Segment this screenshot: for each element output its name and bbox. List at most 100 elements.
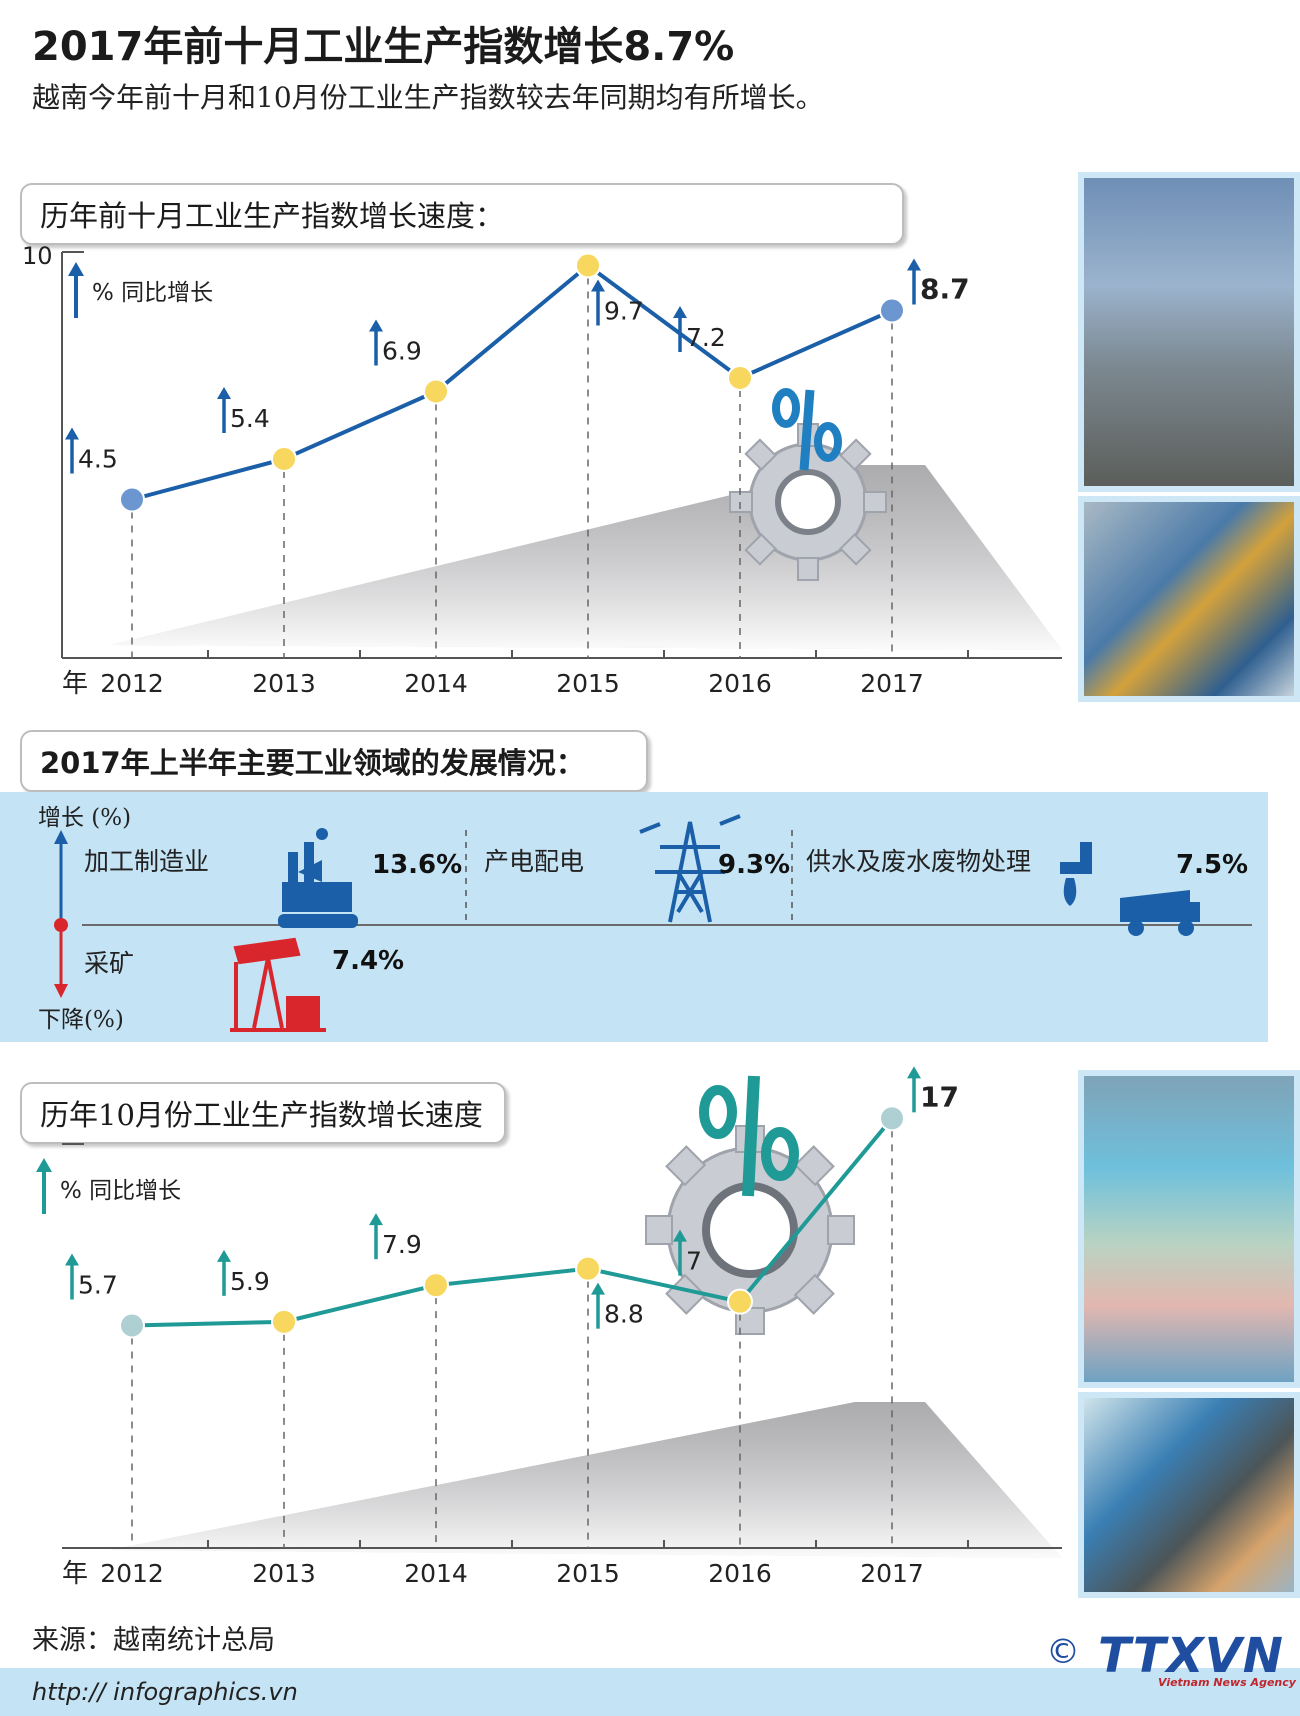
data-point: [271, 446, 297, 472]
data-label: 6.9: [382, 337, 422, 366]
section2-heading: 2017年上半年主要工业领域的发展情况：: [20, 730, 648, 792]
data-label: 17: [920, 1080, 959, 1113]
chart1-ramp-gradient: [110, 465, 1062, 650]
up-arrowhead: [54, 830, 68, 844]
section2-heading-text: 2017年上半年主要工业领域的发展情况：: [40, 746, 585, 780]
agency-logo: TTXVN: [1098, 1628, 1284, 1684]
oil-pump-icon: [230, 937, 326, 1032]
chart1-y-tick-label: 10: [22, 242, 53, 270]
x-tick-label: 2016: [708, 1559, 772, 1588]
data-label: 5.7: [78, 1271, 118, 1300]
power-tower-icon: [639, 814, 741, 923]
seafood-processing-photo: [1078, 1070, 1300, 1388]
x-tick-label: 2017: [860, 669, 924, 698]
value-arrowhead: [369, 319, 383, 332]
data-label: 7.9: [382, 1230, 422, 1259]
value-arrowhead: [907, 258, 921, 271]
chart2-svg: % 同比增长 年 2012 2013 2014 2015 2016 2017 5.7 5.9…: [36, 1066, 1062, 1589]
x-tick-label: 2013: [252, 1559, 316, 1588]
chart1-ylabel-arrowhead: [68, 262, 84, 276]
data-point: [423, 1272, 449, 1299]
gear-icon: [729, 423, 887, 581]
value-arrowhead: [65, 427, 79, 440]
page-subtitle: 越南今年前十月和10月份工业生产指数较去年同期均有所增长。: [32, 81, 824, 114]
sorting-photo: [1078, 1392, 1300, 1598]
x-tick-label: 2014: [404, 669, 468, 698]
sector-svg: [54, 814, 1252, 1032]
data-point: [727, 365, 753, 391]
data-label: 7.2: [686, 323, 726, 352]
source-note: 来源：越南统计总局: [32, 1625, 275, 1656]
value-arrowhead: [369, 1213, 383, 1226]
value-arrowhead: [907, 1066, 921, 1079]
percent-large-icon: [699, 1075, 799, 1197]
sector-band: [0, 792, 1268, 1042]
data-label: 8.8: [604, 1300, 644, 1329]
percent-icon: [772, 388, 842, 471]
sector-value-mining: 7.4%: [332, 946, 405, 976]
chart2-xlabel: 年: [62, 1559, 88, 1589]
data-label: 9.7: [604, 297, 644, 326]
assembly-photo: [1078, 496, 1300, 702]
data-label: 4.5: [78, 445, 118, 474]
substation-photo: [1078, 172, 1300, 492]
data-point: [119, 486, 145, 513]
sector-value-manufacturing: 13.6%: [372, 850, 463, 880]
data-point: [119, 1312, 145, 1339]
data-point: [423, 378, 449, 405]
footer-url[interactable]: http:// infographics.vn: [32, 1678, 298, 1706]
footer-band: [0, 1668, 1300, 1716]
data-label: 5.9: [230, 1267, 270, 1296]
growth-axis-label: 增长 (%): [38, 805, 132, 831]
data-point: [727, 1288, 753, 1315]
down-arrowhead: [54, 984, 68, 998]
x-tick-label: 2012: [100, 669, 164, 698]
sector-label-electricity: 产电配电: [484, 847, 585, 876]
value-arrowhead: [217, 1249, 231, 1262]
water-truck-icon: [1060, 842, 1200, 936]
sector-label-manufacturing: 加工制造业: [84, 847, 210, 876]
x-tick-label: 2015: [556, 669, 620, 698]
sector-value-electricity: 9.3%: [718, 850, 791, 880]
agency-logo-subtitle: Vietnam News Agency: [1158, 1676, 1296, 1689]
x-tick-label: 2013: [252, 669, 316, 698]
axis-origin-dot: [54, 918, 68, 932]
sector-label-water-waste: 供水及废水废物处理: [806, 847, 1032, 876]
data-label: 7: [686, 1247, 702, 1276]
value-arrowhead: [217, 387, 231, 399]
chart1-ylabel: % 同比增长: [92, 280, 213, 306]
value-arrowhead: [65, 1253, 79, 1266]
data-point: [575, 252, 601, 279]
gear-large-icon: [645, 1125, 855, 1335]
chart2-series-line: [131, 1117, 894, 1328]
decline-axis-label: 下降(%): [38, 1007, 124, 1033]
chart1-svg: 10 % 同比增长 年 2012 2013 2014 2015 2016 2017 4.5…: [22, 242, 1062, 699]
x-tick-label: 2017: [860, 1559, 924, 1588]
section3-heading: 历年10月份工业生产指数增长速度: [20, 1082, 506, 1144]
chart2-ramp-gradient: [110, 1402, 1062, 1558]
chart1-xlabel: 年: [62, 669, 88, 699]
data-label: 5.4: [230, 404, 270, 433]
value-arrowhead: [673, 1229, 687, 1242]
data-label: 8.7: [920, 273, 970, 306]
section1-heading: 历年前十月工业生产指数增长速度：: [20, 183, 904, 245]
page-title: 2017年前十月工业生产指数增长8.7%: [32, 24, 735, 70]
factory-icon: [278, 828, 358, 928]
data-point: [879, 297, 905, 324]
x-tick-label: 2016: [708, 669, 772, 698]
chart2-ylabel: % 同比增长: [60, 1178, 181, 1204]
data-point: [575, 1255, 601, 1282]
value-arrowhead: [673, 306, 687, 318]
value-arrowhead: [591, 279, 605, 292]
sector-value-water-waste: 7.5%: [1176, 850, 1249, 880]
chart1-series-line: [131, 262, 893, 502]
data-point: [879, 1105, 905, 1132]
x-tick-label: 2012: [100, 1559, 164, 1588]
x-tick-label: 2015: [556, 1559, 620, 1588]
chart2-ylabel-arrowhead: [36, 1158, 52, 1172]
x-tick-label: 2014: [404, 1559, 468, 1588]
copyright-icon: ©: [1046, 1632, 1080, 1672]
data-point: [271, 1308, 297, 1335]
sector-label-mining: 采矿: [84, 949, 135, 978]
value-arrowhead: [591, 1282, 605, 1295]
